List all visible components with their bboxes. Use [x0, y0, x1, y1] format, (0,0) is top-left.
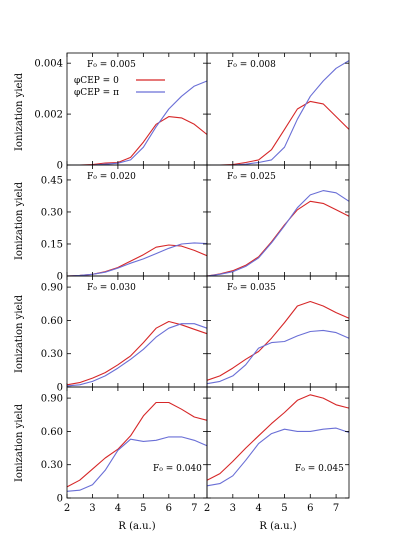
- y-tick-label: 0.30: [41, 207, 63, 218]
- y-tick-label: 0.002: [34, 110, 63, 121]
- panel-label: F₀ = 0.008: [227, 60, 276, 70]
- x-tick-label: 2: [204, 503, 210, 514]
- series-line-cep-pi: [66, 436, 208, 492]
- panel-label: F₀ = 0.005: [87, 60, 136, 70]
- x-tick-label: 5: [281, 503, 287, 514]
- series-line-cep-pi: [207, 60, 350, 166]
- y-tick-label: 0: [57, 383, 63, 394]
- y-tick-label: 0.60: [41, 427, 63, 438]
- panel-label: F₀ = 0.020: [87, 172, 136, 182]
- legend-label: φCEP = 0: [74, 76, 119, 86]
- panel-label: F₀ = 0.045: [295, 464, 344, 474]
- series-line-cep-pi: [66, 242, 208, 277]
- panel-5: 0 0.30 0.60 0.90 F₀ = 0.030: [41, 275, 208, 394]
- x-tick-label: 2: [64, 503, 70, 514]
- series-line-cep-pi: [206, 329, 350, 385]
- y-tick-label: 0: [57, 161, 63, 172]
- y-axis-title-row-4: Ionization yield: [14, 403, 25, 482]
- series-line-cep-pi: [66, 323, 208, 387]
- series-line-cep-0: [206, 394, 350, 481]
- panels: 0 0.002 0.004 F₀ = 0.005 φCEP = 0 φCEP = π F₀ …: [34, 52, 350, 514]
- series-line-cep-0: [207, 100, 350, 166]
- x-axis-title-left: R (a.u.): [118, 521, 155, 532]
- series-line-cep-0: [66, 401, 208, 488]
- series-line-cep-0: [66, 320, 208, 386]
- panel-label: F₀ = 0.025: [227, 172, 276, 182]
- y-axis-title-row-3: Ionization yield: [14, 294, 25, 373]
- x-tick-label: 3: [230, 503, 236, 514]
- y-tick-label: 0.60: [41, 316, 63, 327]
- series-line-cep-0: [206, 200, 350, 277]
- y-tick-label: 0.45: [41, 175, 63, 186]
- legend-label: φCEP = π: [74, 88, 119, 98]
- x-tick-label: 6: [307, 503, 313, 514]
- x-axis-title-right: R (a.u.): [259, 521, 296, 532]
- x-tick-label: 4: [115, 503, 121, 514]
- y-tick-label: 0.90: [41, 283, 63, 294]
- x-tick-label: 7: [191, 503, 197, 514]
- x-tick-label: 3: [89, 503, 95, 514]
- y-tick-label: 0: [57, 272, 63, 283]
- panel-frame: [66, 386, 208, 499]
- panel-label: F₀ = 0.035: [227, 283, 276, 293]
- panel-8: 2 3 4 5 6 7 F₀ = 0.045: [204, 386, 350, 514]
- series-line-cep-0: [67, 116, 208, 166]
- x-tick-label: 7: [333, 503, 339, 514]
- panel-7: 0 0.30 0.60 0.90 2 3 4 5 6 7 F₀ = 0.040: [41, 386, 208, 514]
- panel-label: F₀ = 0.040: [153, 464, 202, 474]
- x-tick-label: 4: [255, 503, 261, 514]
- panel-4: F₀ = 0.025: [206, 164, 350, 277]
- series-line-cep-pi: [206, 427, 350, 487]
- series-line-cep-pi: [206, 190, 350, 277]
- series-line-cep-0: [206, 300, 350, 381]
- y-axis-title-row-1: Ionization yield: [14, 72, 25, 151]
- y-tick-label: 0.30: [41, 349, 63, 360]
- y-tick-label: 0.15: [41, 239, 63, 250]
- y-tick-label: 0: [57, 494, 63, 505]
- y-tick-label: 0.004: [34, 59, 63, 70]
- panel-3: 0 0.15 0.30 0.45 F₀ = 0.020: [41, 164, 208, 283]
- panel-2: F₀ = 0.008: [206, 52, 350, 166]
- y-tick-label: 0.90: [41, 394, 63, 405]
- x-tick-label: 5: [140, 503, 146, 514]
- panel-1: 0 0.002 0.004 F₀ = 0.005 φCEP = 0 φCEP = π: [34, 52, 208, 172]
- panel-frame: [206, 386, 350, 499]
- y-tick-label: 0.30: [41, 460, 63, 471]
- x-tick-label: 6: [166, 503, 172, 514]
- panel-6: F₀ = 0.035: [206, 275, 350, 388]
- y-axis-title-row-2: Ionization yield: [14, 181, 25, 260]
- panel-label: F₀ = 0.030: [87, 283, 136, 293]
